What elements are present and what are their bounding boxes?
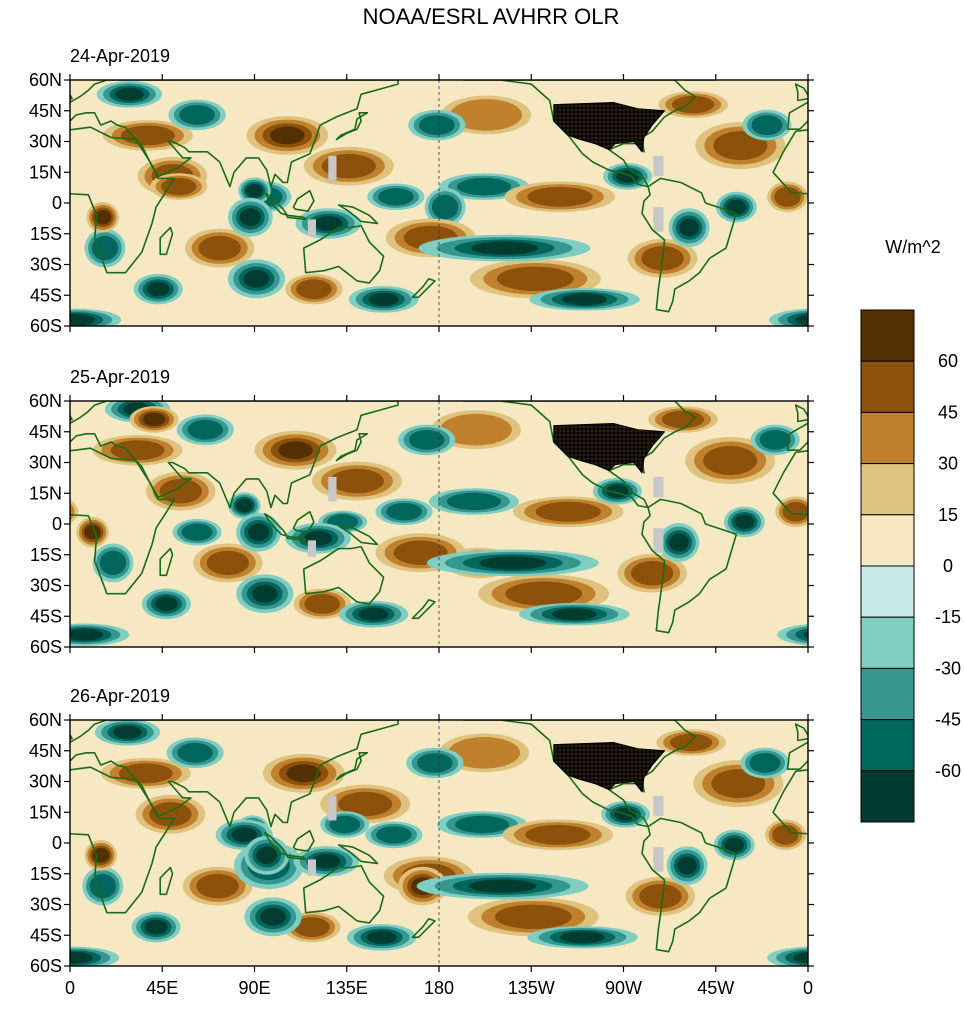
latitude-tick-label: 45S bbox=[30, 606, 62, 626]
latitude-tick-label: 30N bbox=[29, 132, 62, 152]
colorbar-tick-label: -60 bbox=[935, 761, 961, 781]
colorbar-swatch bbox=[860, 770, 915, 823]
longitude-tick-label: 90W bbox=[605, 978, 642, 998]
latitude-tick-label: 30S bbox=[30, 255, 62, 275]
longitude-tick-label: 0 bbox=[65, 978, 75, 998]
latitude-tick-label: 60N bbox=[29, 70, 62, 90]
latitude-tick-label: 0 bbox=[52, 514, 62, 534]
figure-title: NOAA/ESRL AVHRR OLR bbox=[363, 4, 620, 29]
latitude-tick-label: 60S bbox=[30, 316, 62, 336]
latitude-tick-label: 0 bbox=[52, 833, 62, 853]
latitude-labels: 60N 45N 30N 15N 0 15S 30S 45S 60S bbox=[29, 391, 62, 657]
longitude-tick-label: 0 bbox=[803, 978, 813, 998]
colorbar-tick-labels: 60 45 30 15 0 -15 -30 -45 -60 bbox=[935, 351, 961, 781]
colorbar: W/m^2 60 45 30 15 0 -15 -30 -45 -60 bbox=[860, 237, 961, 823]
colorbar-swatch bbox=[860, 411, 915, 465]
colorbar-unit-label: W/m^2 bbox=[885, 237, 940, 257]
panel-date-label: 25-Apr-2019 bbox=[70, 367, 170, 387]
olr-anomaly-field bbox=[70, 720, 808, 966]
colorbar-swatch bbox=[860, 667, 915, 721]
colorbar-tick-label: -30 bbox=[935, 658, 961, 678]
map-panel: 25-Apr-2019 60N 45N 30N 15N 0 15S 30S 45S 60S bbox=[29, 367, 814, 657]
latitude-tick-label: 15N bbox=[29, 802, 62, 822]
coastlines bbox=[70, 80, 808, 313]
colorbar-tick-label: -15 bbox=[935, 607, 961, 627]
axis-ticks bbox=[64, 74, 814, 332]
axis-ticks bbox=[64, 395, 814, 653]
colorbar-swatch bbox=[860, 360, 915, 413]
longitude-tick-label: 90E bbox=[238, 978, 270, 998]
latitude-tick-label: 60S bbox=[30, 637, 62, 657]
latitude-tick-label: 15S bbox=[30, 224, 62, 244]
latitude-labels: 60N 45N 30N 15N 0 15S 30S 45S 60S bbox=[29, 710, 62, 976]
colorbar-tick-label: -45 bbox=[935, 710, 961, 730]
colorbar-tick-label: 60 bbox=[938, 351, 958, 371]
latitude-tick-label: 60N bbox=[29, 391, 62, 411]
coastlines bbox=[70, 720, 808, 953]
olr-anomaly-field bbox=[70, 80, 808, 326]
latitude-tick-label: 15S bbox=[30, 545, 62, 565]
panel-date-label: 24-Apr-2019 bbox=[70, 46, 170, 66]
colorbar-swatch bbox=[860, 565, 915, 618]
colorbar-swatch bbox=[860, 719, 915, 772]
longitude-tick-label: 135W bbox=[508, 978, 555, 998]
map-panel: 26-Apr-2019 60N 45N 30N 15N 0 15S 30S 45S 60S 0 4… bbox=[29, 686, 814, 998]
latitude-tick-label: 60S bbox=[30, 956, 62, 976]
longitude-tick-label: 135E bbox=[326, 978, 368, 998]
panel-date-label: 26-Apr-2019 bbox=[70, 686, 170, 706]
latitude-labels: 60N 45N 30N 15N 0 15S 30S 45S 60S bbox=[29, 70, 62, 336]
latitude-tick-label: 30S bbox=[30, 576, 62, 596]
colorbar-swatch bbox=[860, 309, 915, 362]
latitude-tick-label: 30N bbox=[29, 772, 62, 792]
map-panel: 24-Apr-2019 60N 45N 30N 15N 0 15S 30S 45S 60S bbox=[29, 46, 814, 336]
longitude-labels: 0 45E 90E 135E 180 135W 90W 45W 0 bbox=[65, 978, 813, 998]
latitude-tick-label: 45N bbox=[29, 101, 62, 121]
coastlines bbox=[70, 401, 808, 634]
latitude-tick-label: 30S bbox=[30, 895, 62, 915]
colorbar-swatches bbox=[860, 309, 915, 823]
latitude-tick-label: 0 bbox=[52, 193, 62, 213]
longitude-tick-label: 45W bbox=[697, 978, 734, 998]
colorbar-tick-label: 15 bbox=[938, 505, 958, 525]
colorbar-tick-label: 30 bbox=[938, 454, 958, 474]
latitude-tick-label: 45S bbox=[30, 925, 62, 945]
latitude-tick-label: 15N bbox=[29, 483, 62, 503]
longitude-tick-label: 180 bbox=[424, 978, 454, 998]
olr-anomaly-field bbox=[70, 401, 808, 647]
latitude-tick-label: 15S bbox=[30, 864, 62, 884]
latitude-tick-label: 45S bbox=[30, 285, 62, 305]
latitude-tick-label: 15N bbox=[29, 162, 62, 182]
latitude-tick-label: 45N bbox=[29, 422, 62, 442]
longitude-tick-label: 45E bbox=[146, 978, 178, 998]
colorbar-swatch bbox=[860, 463, 915, 516]
latitude-tick-label: 60N bbox=[29, 710, 62, 730]
colorbar-tick-label: 45 bbox=[938, 402, 958, 422]
latitude-tick-label: 30N bbox=[29, 453, 62, 473]
colorbar-tick-label: 0 bbox=[943, 556, 953, 576]
axis-ticks bbox=[64, 714, 814, 972]
colorbar-swatch bbox=[860, 616, 915, 669]
latitude-tick-label: 45N bbox=[29, 741, 62, 761]
colorbar-swatch bbox=[860, 514, 915, 567]
